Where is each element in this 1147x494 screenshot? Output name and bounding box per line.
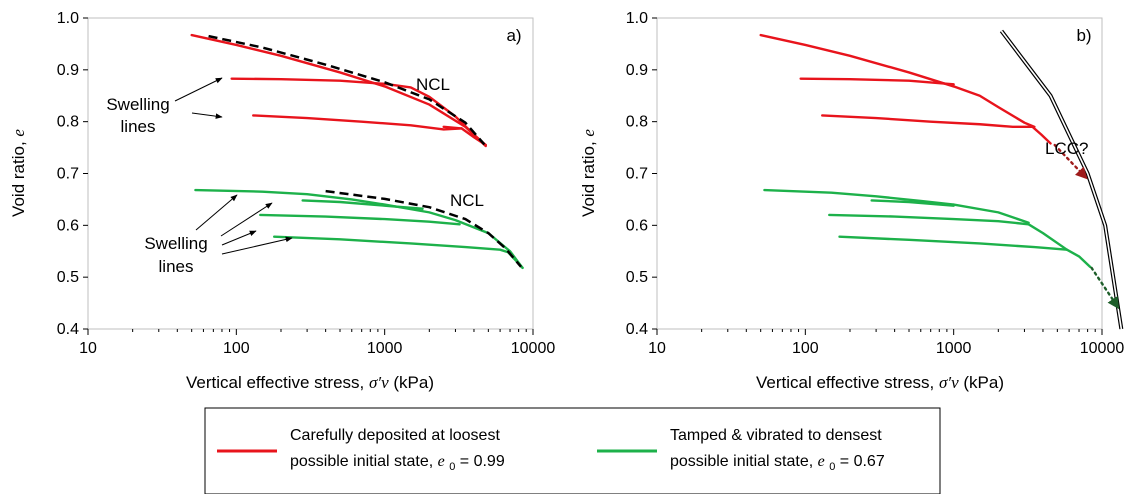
xlabel-symbol-a: σ′v	[369, 373, 389, 392]
y-tick-label: 0.9	[626, 62, 648, 79]
x-tick-label: 1000	[367, 340, 403, 357]
series-line-dense	[870, 199, 955, 207]
annotation-arrow	[221, 230, 257, 246]
legend-dense-subscript: 0	[829, 461, 835, 473]
ylabel-symbol-a: e	[9, 129, 28, 137]
series-line-dense	[828, 213, 1030, 226]
series-group-a	[190, 33, 524, 270]
annotation-swelling-lower-line1: Swelling	[144, 234, 207, 253]
y-tick-label: 1.0	[626, 10, 648, 27]
series-line-loose	[190, 33, 487, 148]
y-tick-label: 0.6	[626, 217, 648, 234]
y-tick-label: 0.8	[626, 114, 648, 131]
annotation-swelling-upper-line1: Swelling	[106, 95, 169, 114]
xlabel-a: Vertical effective stress, σ′v (kPa)	[186, 373, 434, 392]
series-line-loose	[230, 77, 487, 147]
annotation-lcc: LCC?	[1045, 139, 1088, 158]
x-tick-label: 10	[648, 340, 666, 357]
y-tick-label: 1.0	[57, 10, 79, 27]
axis-ticks-a: 10 100 1000 10000 0.4 0.5 0.6 0.7 0.8 0.9 1.0	[57, 10, 556, 357]
y-tick-label: 0.5	[626, 269, 648, 286]
legend-dense-prefix: possible initial state,	[670, 453, 818, 470]
svg-text:Void ratio,: Void ratio, e	[9, 129, 28, 217]
legend-loose-subscript: 0	[449, 461, 455, 473]
annotation-swelling-upper-line2: lines	[121, 117, 156, 136]
xlabel-unit-a: (kPa)	[393, 373, 434, 392]
legend-loose-symbol: e	[438, 453, 445, 470]
annotation-arrow	[220, 202, 273, 237]
xlabel-symbol-b: σ′v	[939, 373, 959, 392]
series-line-dense	[259, 213, 461, 226]
xlabel-b: Vertical effective stress, σ′v (kPa)	[756, 373, 1004, 392]
legend-label-loose-line2: possible initial state, e 0 = 0.99	[290, 453, 505, 474]
y-tick-label: 0.4	[626, 321, 648, 338]
legend-label-dense-line1: Tamped & vibrated to densest	[670, 427, 882, 444]
series-line-dense	[301, 199, 424, 210]
annotation-arrow	[191, 112, 223, 119]
x-tick-label: 100	[223, 340, 250, 357]
series-line-dense	[1027, 223, 1069, 251]
y-tick-label: 0.7	[57, 166, 79, 183]
series-line-loose	[799, 77, 955, 86]
legend-dense-symbol: e	[818, 453, 825, 470]
panel-b: 10 100 1000 10000 0.4 0.5 0.6 0.7 0.8 0.9 1.0 b) V…	[579, 10, 1124, 392]
series-line-dense	[838, 235, 1069, 251]
x-tick-label: 10	[79, 340, 97, 357]
y-tick-label: 0.8	[57, 114, 79, 131]
y-tick-label: 0.5	[57, 269, 79, 286]
ylabel-text-b: Void ratio,	[579, 141, 598, 217]
axis-ticks-b: 10 100 1000 10000 0.4 0.5 0.6 0.7 0.8 0.9 1.0	[626, 10, 1125, 357]
panel-label-a: a)	[506, 26, 521, 45]
x-tick-label: 1000	[936, 340, 972, 357]
xlabel-text-b: Vertical effective stress,	[756, 373, 934, 392]
legend-loose-prefix: possible initial state,	[290, 453, 438, 470]
series-line-dense	[763, 188, 955, 206]
annotation-swelling-lower-line2: lines	[159, 257, 194, 276]
series-line-loose	[952, 85, 1036, 129]
series-line-loose	[759, 33, 955, 88]
panel-label-b: b)	[1076, 26, 1091, 45]
extrapolation-arrow	[1090, 266, 1120, 310]
ylabel-b: Void ratio, e	[579, 129, 598, 217]
svg-text:Void ratio,: Void ratio, e	[579, 129, 598, 217]
ylabel-a: Void ratio, e	[9, 129, 28, 217]
legend-dense-suffix: = 0.67	[840, 453, 885, 470]
series-line-loose	[1031, 125, 1052, 145]
series-line-dense	[1065, 248, 1092, 268]
ylabel-symbol-b: e	[579, 129, 598, 137]
series-line-ncl	[208, 34, 486, 146]
y-tick-label: 0.6	[57, 217, 79, 234]
series-line-dense	[952, 203, 1030, 224]
xlabel-text-a: Vertical effective stress,	[186, 373, 364, 392]
series-line-loose	[252, 114, 463, 131]
legend: Carefully deposited at loosest possible …	[204, 407, 941, 494]
annotation-ncl-lower: NCL	[450, 191, 484, 210]
ylabel-text-a: Void ratio,	[9, 141, 28, 217]
y-tick-label: 0.4	[57, 321, 79, 338]
x-tick-label: 100	[792, 340, 819, 357]
legend-box	[204, 407, 941, 494]
xlabel-unit-b: (kPa)	[963, 373, 1004, 392]
series-line-dense	[272, 235, 524, 270]
annotation-arrow	[174, 77, 223, 102]
x-tick-label: 10000	[1080, 340, 1125, 357]
x-tick-label: 10000	[511, 340, 556, 357]
y-tick-label: 0.9	[57, 62, 79, 79]
legend-loose-suffix: = 0.99	[460, 453, 505, 470]
legend-label-loose-line1: Carefully deposited at loosest	[290, 427, 500, 444]
extrapolation-arrow	[1053, 143, 1088, 180]
annotation-arrow	[195, 194, 238, 231]
legend-label-dense-line2: possible initial state, e 0 = 0.67	[670, 453, 885, 474]
series-line-loose	[821, 114, 1034, 129]
y-tick-label: 0.7	[626, 166, 648, 183]
annotation-arrow	[221, 236, 293, 255]
series-line-ncl	[325, 189, 522, 268]
extrapolation-arrows	[1053, 143, 1120, 310]
annotation-ncl-upper: NCL	[416, 75, 450, 94]
panel-a: 10 100 1000 10000 0.4 0.5 0.6 0.7 0.8 0.9 1.0 a) V…	[9, 10, 555, 392]
series-group-b	[759, 33, 1092, 268]
